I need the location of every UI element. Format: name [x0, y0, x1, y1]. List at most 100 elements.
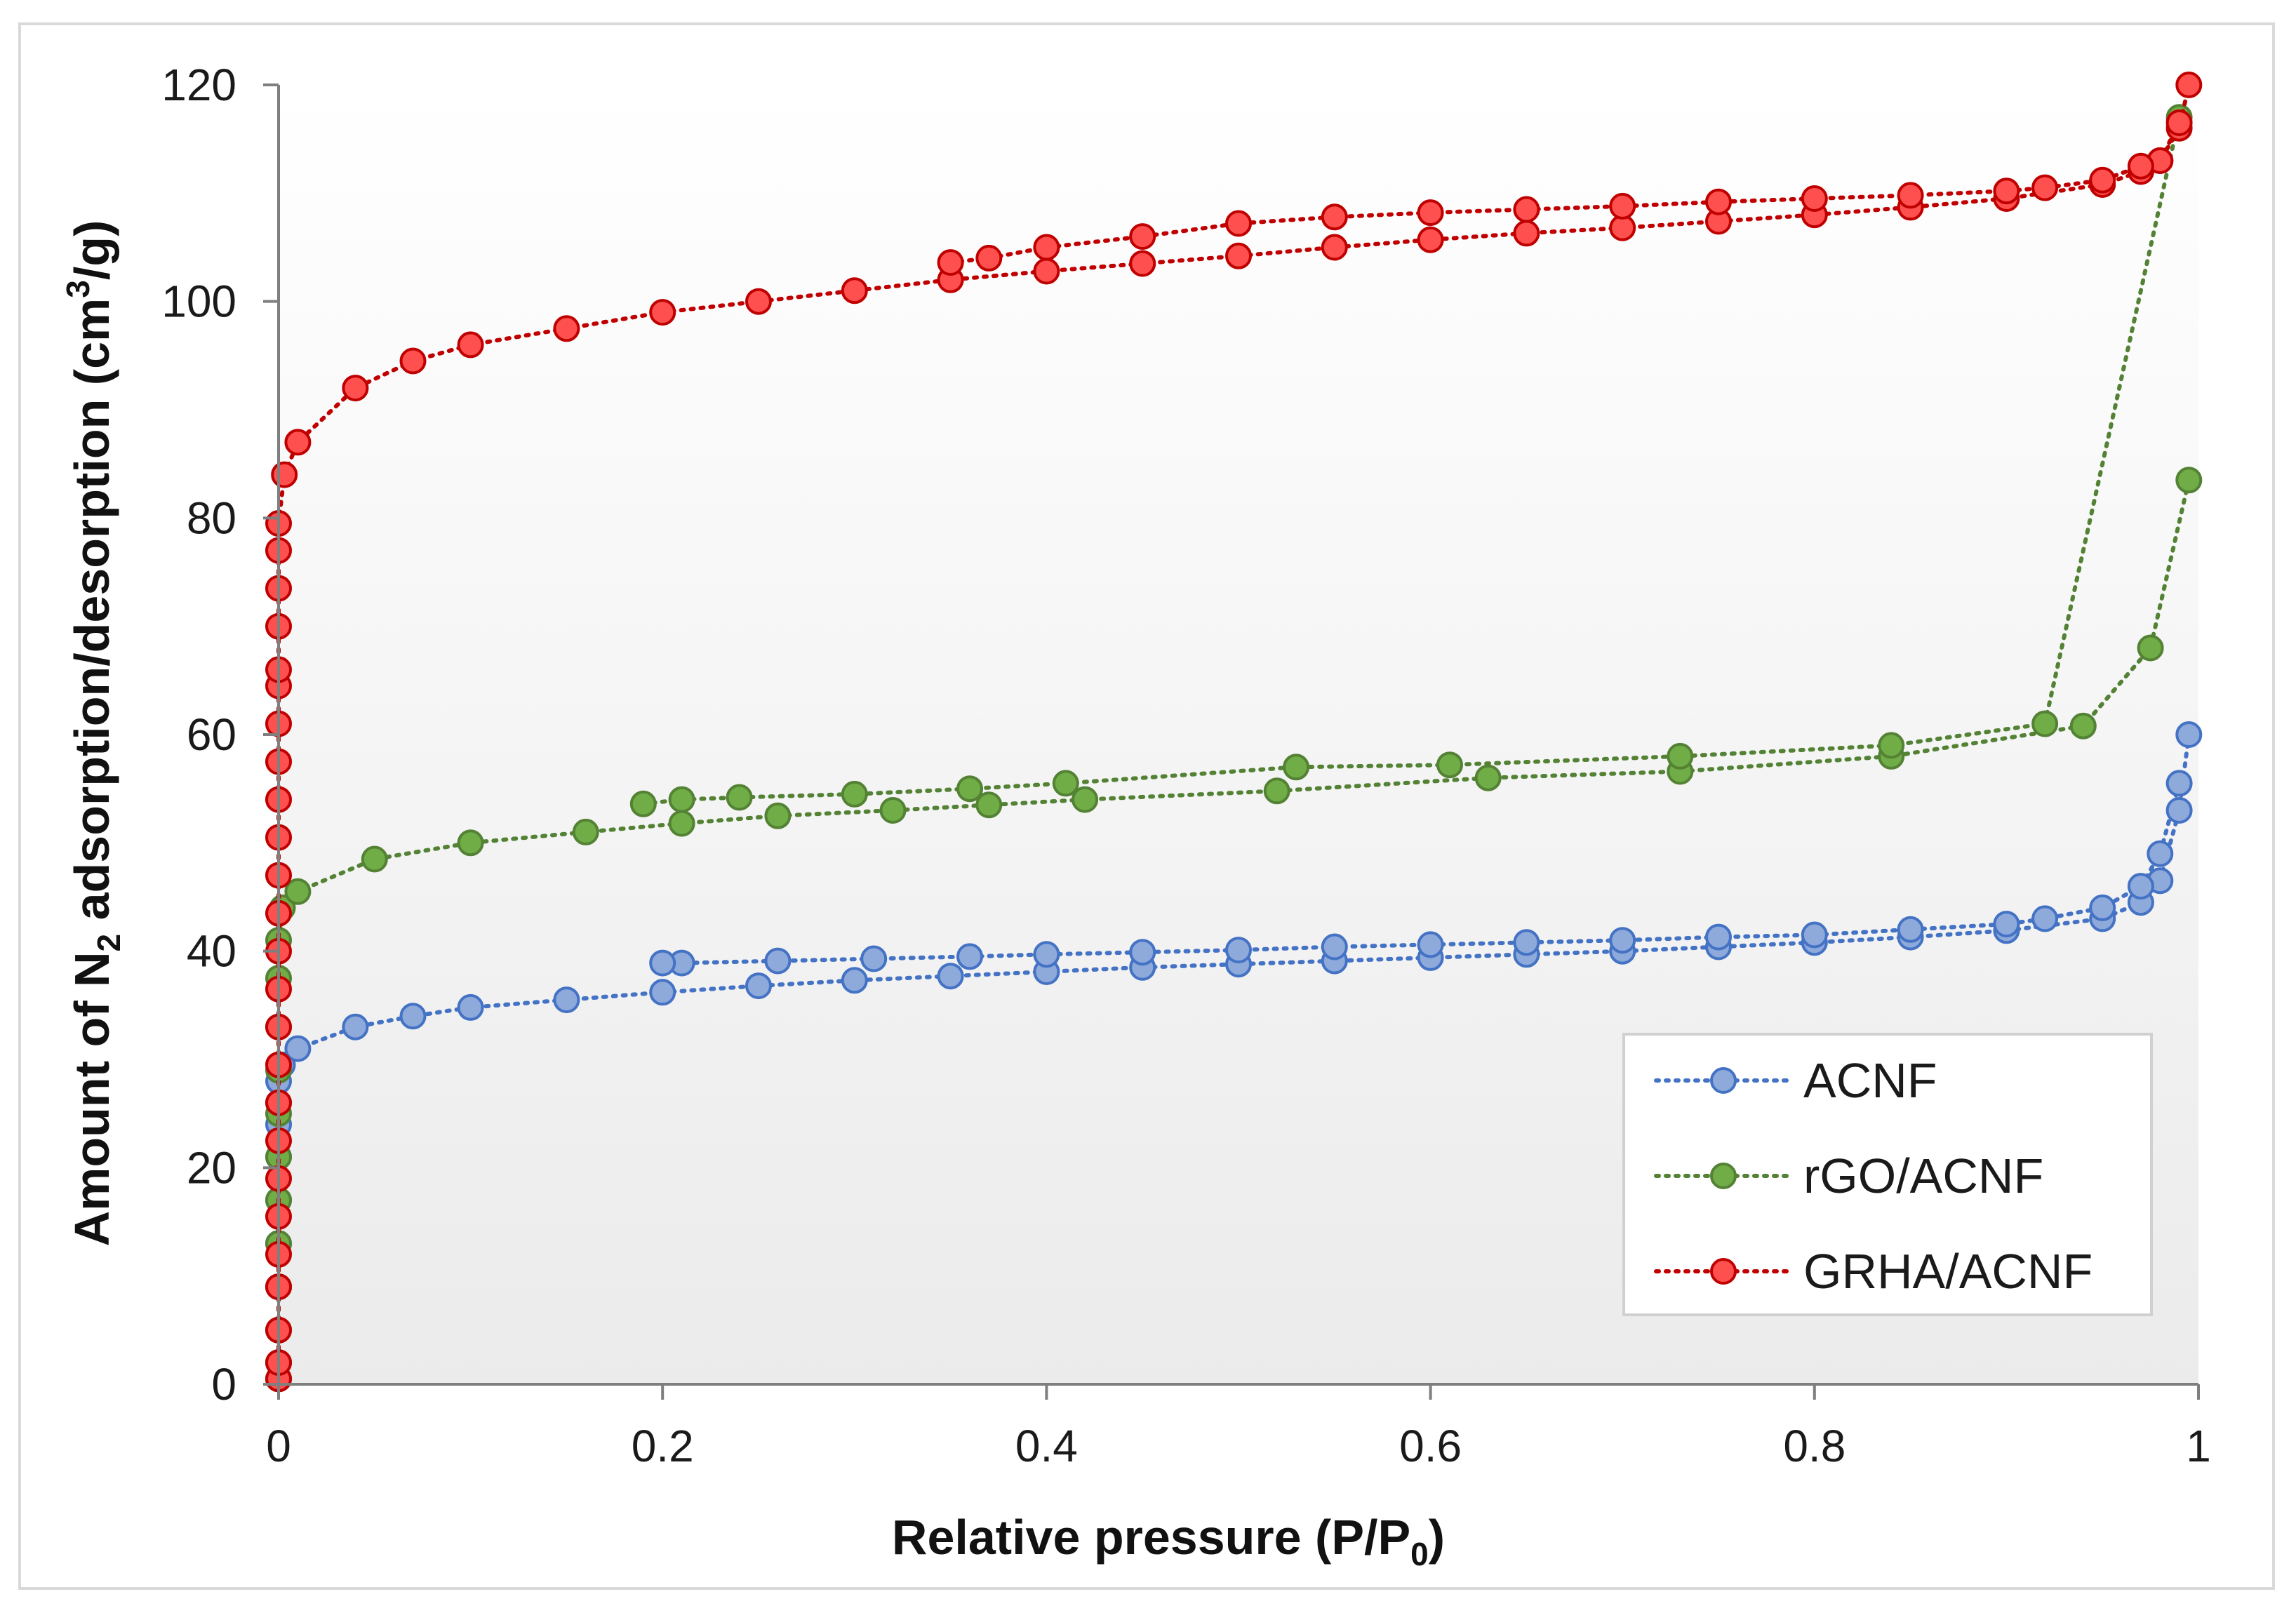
data-point: [2031, 174, 2059, 201]
x-tick-label: 0.8: [1783, 1421, 1846, 1471]
y-tick-label: 60: [187, 709, 236, 760]
series-line-adsorption: [276, 478, 2191, 1381]
y-axis-title: Amount of N2 adsorption/desorption (cm3/…: [60, 220, 127, 1247]
x-tick-label: 0: [266, 1421, 291, 1471]
data-point: [1225, 210, 1252, 237]
data-point: [1417, 931, 1444, 958]
data-point: [1609, 192, 1636, 220]
data-point: [1225, 242, 1252, 269]
data-point: [726, 784, 753, 811]
data-point: [1052, 770, 1079, 797]
data-point: [399, 1003, 427, 1030]
data-point: [2175, 467, 2203, 494]
data-point: [1321, 203, 1348, 231]
data-point: [2031, 905, 2059, 932]
data-point: [956, 775, 983, 803]
data-point: [284, 878, 312, 905]
data-point: [553, 315, 580, 342]
data-point: [745, 972, 772, 1000]
data-point: [1033, 257, 1060, 285]
data-point: [1897, 182, 1924, 209]
data-point: [2165, 770, 2193, 797]
data-point: [284, 429, 312, 456]
legend-label: rGO/ACNF: [1803, 1149, 2043, 1203]
legend-label: GRHA/ACNF: [1803, 1244, 2093, 1299]
data-point: [1993, 911, 2020, 938]
data-point: [975, 791, 1003, 819]
data-point: [1513, 929, 1540, 956]
data-point: [668, 810, 695, 837]
data-point: [1321, 933, 1348, 961]
data-point: [975, 244, 1003, 272]
data-point: [649, 299, 676, 326]
data-point: [879, 797, 907, 824]
data-point: [2069, 712, 2097, 739]
data-point: [1609, 927, 1636, 954]
data-point: [764, 947, 792, 975]
x-axis-title: Relative pressure (P/P0): [892, 1510, 1445, 1572]
x-tick-label: 0.4: [1015, 1421, 1078, 1471]
data-point: [2031, 710, 2059, 737]
data-point: [1513, 220, 1540, 247]
y-tick-label: 20: [187, 1142, 236, 1193]
series-layer: [265, 72, 2203, 1393]
data-point: [2175, 72, 2203, 98]
data-point: [284, 1035, 312, 1062]
data-point: [2137, 634, 2164, 662]
data-point: [553, 986, 580, 1014]
data-point: [1129, 250, 1156, 277]
data-point: [457, 331, 484, 359]
data-point: [841, 277, 868, 304]
legend-marker: [1710, 1163, 1737, 1189]
data-point: [745, 288, 772, 315]
data-point: [668, 786, 695, 813]
data-point: [457, 993, 484, 1021]
data-point: [342, 1013, 369, 1040]
data-point: [1072, 786, 1099, 813]
data-point: [2089, 166, 2116, 194]
data-point: [457, 829, 484, 857]
data-point: [1801, 185, 1828, 212]
data-point: [342, 375, 369, 402]
data-point: [2175, 721, 2203, 748]
data-point: [1417, 226, 1444, 253]
data-point: [1993, 178, 2020, 205]
data-point: [1263, 777, 1290, 805]
data-point: [271, 461, 298, 488]
y-tick-label: 80: [187, 493, 236, 543]
data-point: [1283, 754, 1310, 781]
x-tick-label: 0.6: [1399, 1421, 1462, 1471]
data-point: [2089, 894, 2116, 921]
x-tick-label: 0.2: [632, 1421, 694, 1471]
y-tick-label: 100: [161, 276, 236, 327]
data-point: [2127, 152, 2154, 180]
data-point: [1129, 223, 1156, 250]
data-point: [1705, 923, 1732, 951]
legend: ACNF rGO/ACNF GRHA/ACNF: [1622, 1033, 2153, 1316]
data-point: [1033, 234, 1060, 261]
data-point: [1667, 742, 1694, 770]
legend-marker: [1710, 1067, 1737, 1094]
data-point: [1705, 188, 1732, 215]
y-tick-label: 0: [211, 1359, 236, 1410]
x-tick-label: 1: [2186, 1421, 2211, 1471]
data-point: [956, 943, 983, 970]
data-point: [1417, 199, 1444, 227]
data-point: [2165, 797, 2193, 824]
data-point: [361, 845, 388, 873]
data-point: [1225, 937, 1252, 964]
data-point: [937, 249, 964, 276]
y-tick-label: 40: [187, 926, 236, 977]
legend-label: ACNF: [1803, 1053, 1937, 1108]
data-point: [629, 790, 657, 817]
data-point: [1801, 921, 1828, 949]
data-point: [1436, 751, 1463, 779]
data-point: [649, 979, 676, 1006]
data-point: [649, 949, 676, 977]
data-point: [1474, 764, 1502, 791]
data-point: [860, 945, 888, 972]
y-tick-label: 120: [161, 60, 236, 110]
tick-labels: 0 20 40 60 80 100 120 0 0.2 0.4 0.6 0.8 1: [161, 60, 2211, 1471]
data-point: [2147, 840, 2174, 867]
